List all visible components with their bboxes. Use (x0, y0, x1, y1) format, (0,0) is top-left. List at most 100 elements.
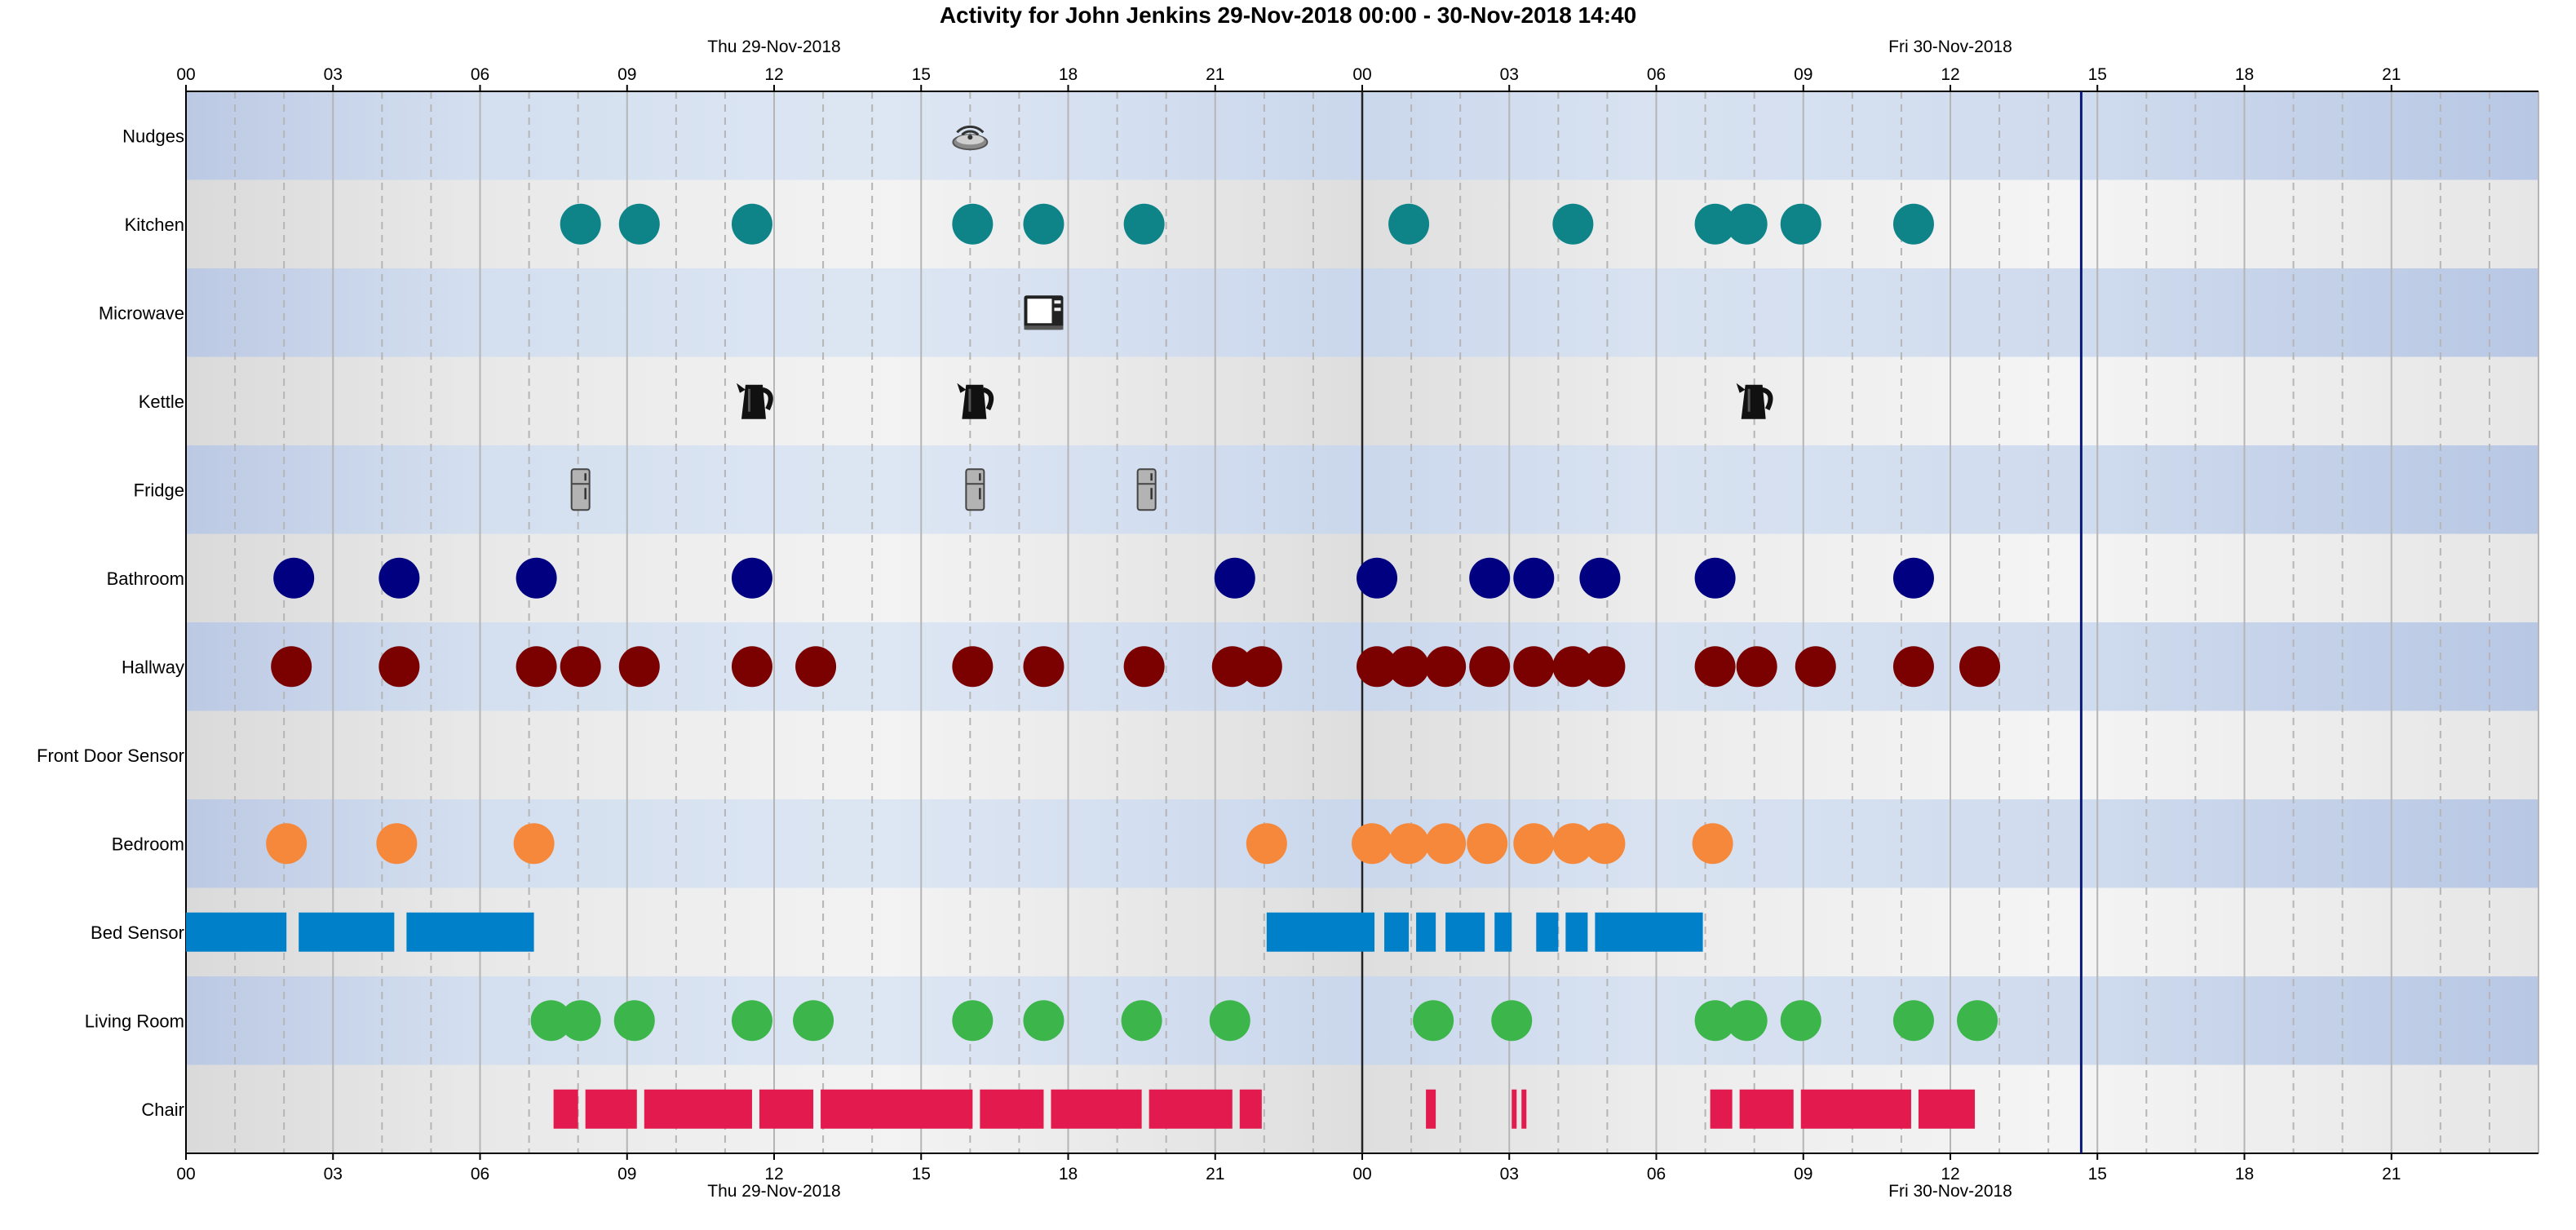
day-label-top: Fri 30-Nov-2018 (1888, 38, 2012, 56)
event-dot (1123, 646, 1165, 688)
event-dot (1726, 203, 1768, 245)
row-label: Chair (141, 1099, 184, 1120)
row-label: Kitchen (125, 215, 184, 235)
event-dot (952, 1000, 994, 1042)
tick-label-top: 06 (1647, 65, 1666, 84)
event-dot (1736, 646, 1777, 688)
tick-label-top: 15 (912, 65, 931, 84)
activity-bar (759, 1089, 814, 1129)
event-dot (1552, 203, 1594, 245)
event-dot (378, 557, 420, 599)
event-dot (1584, 823, 1626, 865)
event-dot (1892, 203, 1934, 245)
tick-label-bottom: 15 (912, 1165, 931, 1184)
activity-bar (406, 912, 534, 952)
activity-bar (1521, 1089, 1527, 1129)
activity-bar (1595, 912, 1703, 952)
row-label: Fridge (134, 480, 184, 500)
event-dot (1023, 1000, 1064, 1042)
event-dot (273, 557, 315, 599)
tick-label-top: 00 (176, 65, 195, 84)
day-label-bottom: Fri 30-Nov-2018 (1888, 1182, 2012, 1201)
tick-label-top: 03 (1500, 65, 1519, 84)
event-dot (1694, 1000, 1736, 1042)
activity-bar (1384, 912, 1410, 952)
activity-bar (299, 912, 395, 952)
tick-label-top: 21 (2382, 65, 2401, 84)
event-dot (1780, 203, 1821, 245)
tick-label-top: 18 (2235, 65, 2254, 84)
tick-label-top: 03 (324, 65, 343, 84)
tick-label-bottom: 00 (176, 1165, 195, 1184)
event-dot (1892, 1000, 1934, 1042)
event-dot (1211, 646, 1253, 688)
tick-label-bottom: 03 (1500, 1165, 1519, 1184)
event-dot (731, 203, 772, 245)
activity-bar (553, 1089, 578, 1129)
tick-label-top: 06 (471, 65, 489, 84)
event-dot (530, 1000, 572, 1042)
event-dot (1584, 646, 1626, 688)
activity-bar (644, 1089, 752, 1129)
activity-bar (1239, 1089, 1262, 1129)
chart-title: Activity for John Jenkins 29-Nov-2018 00… (940, 2, 1636, 28)
activity-bar (1565, 912, 1588, 952)
grid-lines (185, 85, 2539, 1160)
row-label: Living Room (85, 1011, 184, 1031)
event-dot (1352, 823, 1393, 865)
event-dot (560, 203, 601, 245)
tick-label-bottom: 06 (471, 1165, 489, 1184)
event-dot (618, 646, 660, 688)
activity-bar (1800, 1089, 1911, 1129)
event-dot (1579, 557, 1621, 599)
event-dot (1726, 1000, 1768, 1042)
row-label: Bed Sensor (91, 922, 184, 943)
tick-label-bottom: 21 (2382, 1165, 2401, 1184)
tick-label-bottom: 09 (1794, 1165, 1812, 1184)
tick-label-bottom: 18 (1059, 1165, 1078, 1184)
event-dot (731, 557, 772, 599)
activity-bar (1149, 1089, 1233, 1129)
event-dot (1388, 823, 1430, 865)
row-label: Kettle (139, 392, 184, 412)
fridge-icon (570, 468, 591, 511)
event-dot (1357, 557, 1398, 599)
event-marks (186, 125, 2001, 1129)
activity-bar (980, 1089, 1044, 1129)
event-dot (516, 557, 557, 599)
event-dot (378, 646, 420, 688)
tick-label-bottom: 21 (1206, 1165, 1224, 1184)
event-dot (1469, 557, 1511, 599)
tick-label-top: 00 (1352, 65, 1371, 84)
activity-bar (186, 912, 287, 952)
event-dot (1023, 646, 1064, 688)
event-dot (731, 646, 772, 688)
microwave-icon (1024, 295, 1064, 330)
event-dot (1694, 203, 1736, 245)
tick-label-top: 21 (1206, 65, 1224, 84)
event-dot (1957, 1000, 1998, 1042)
event-dot (1780, 1000, 1821, 1042)
tick-label-bottom: 09 (617, 1165, 636, 1184)
event-dot (1413, 1000, 1454, 1042)
activity-bar (1710, 1089, 1733, 1129)
event-dot (1552, 646, 1594, 688)
activity-bar (1494, 912, 1512, 952)
event-dot (1123, 203, 1165, 245)
event-dot (1513, 557, 1555, 599)
activity-bar (585, 1089, 637, 1129)
tick-label-top: 09 (617, 65, 636, 84)
event-dot (793, 1000, 834, 1042)
tick-label-top: 09 (1794, 65, 1812, 84)
tick-label-bottom: 12 (1941, 1165, 1959, 1184)
row-label: Nudges (122, 126, 184, 146)
nudge-icon (952, 125, 989, 151)
event-dot (1513, 823, 1555, 865)
tick-label-top: 12 (1941, 65, 1959, 84)
row-label: Microwave (99, 303, 184, 323)
event-dot (266, 823, 308, 865)
event-dot (516, 646, 557, 688)
event-dot (1467, 823, 1508, 865)
tick-label-bottom: 00 (1352, 1165, 1371, 1184)
